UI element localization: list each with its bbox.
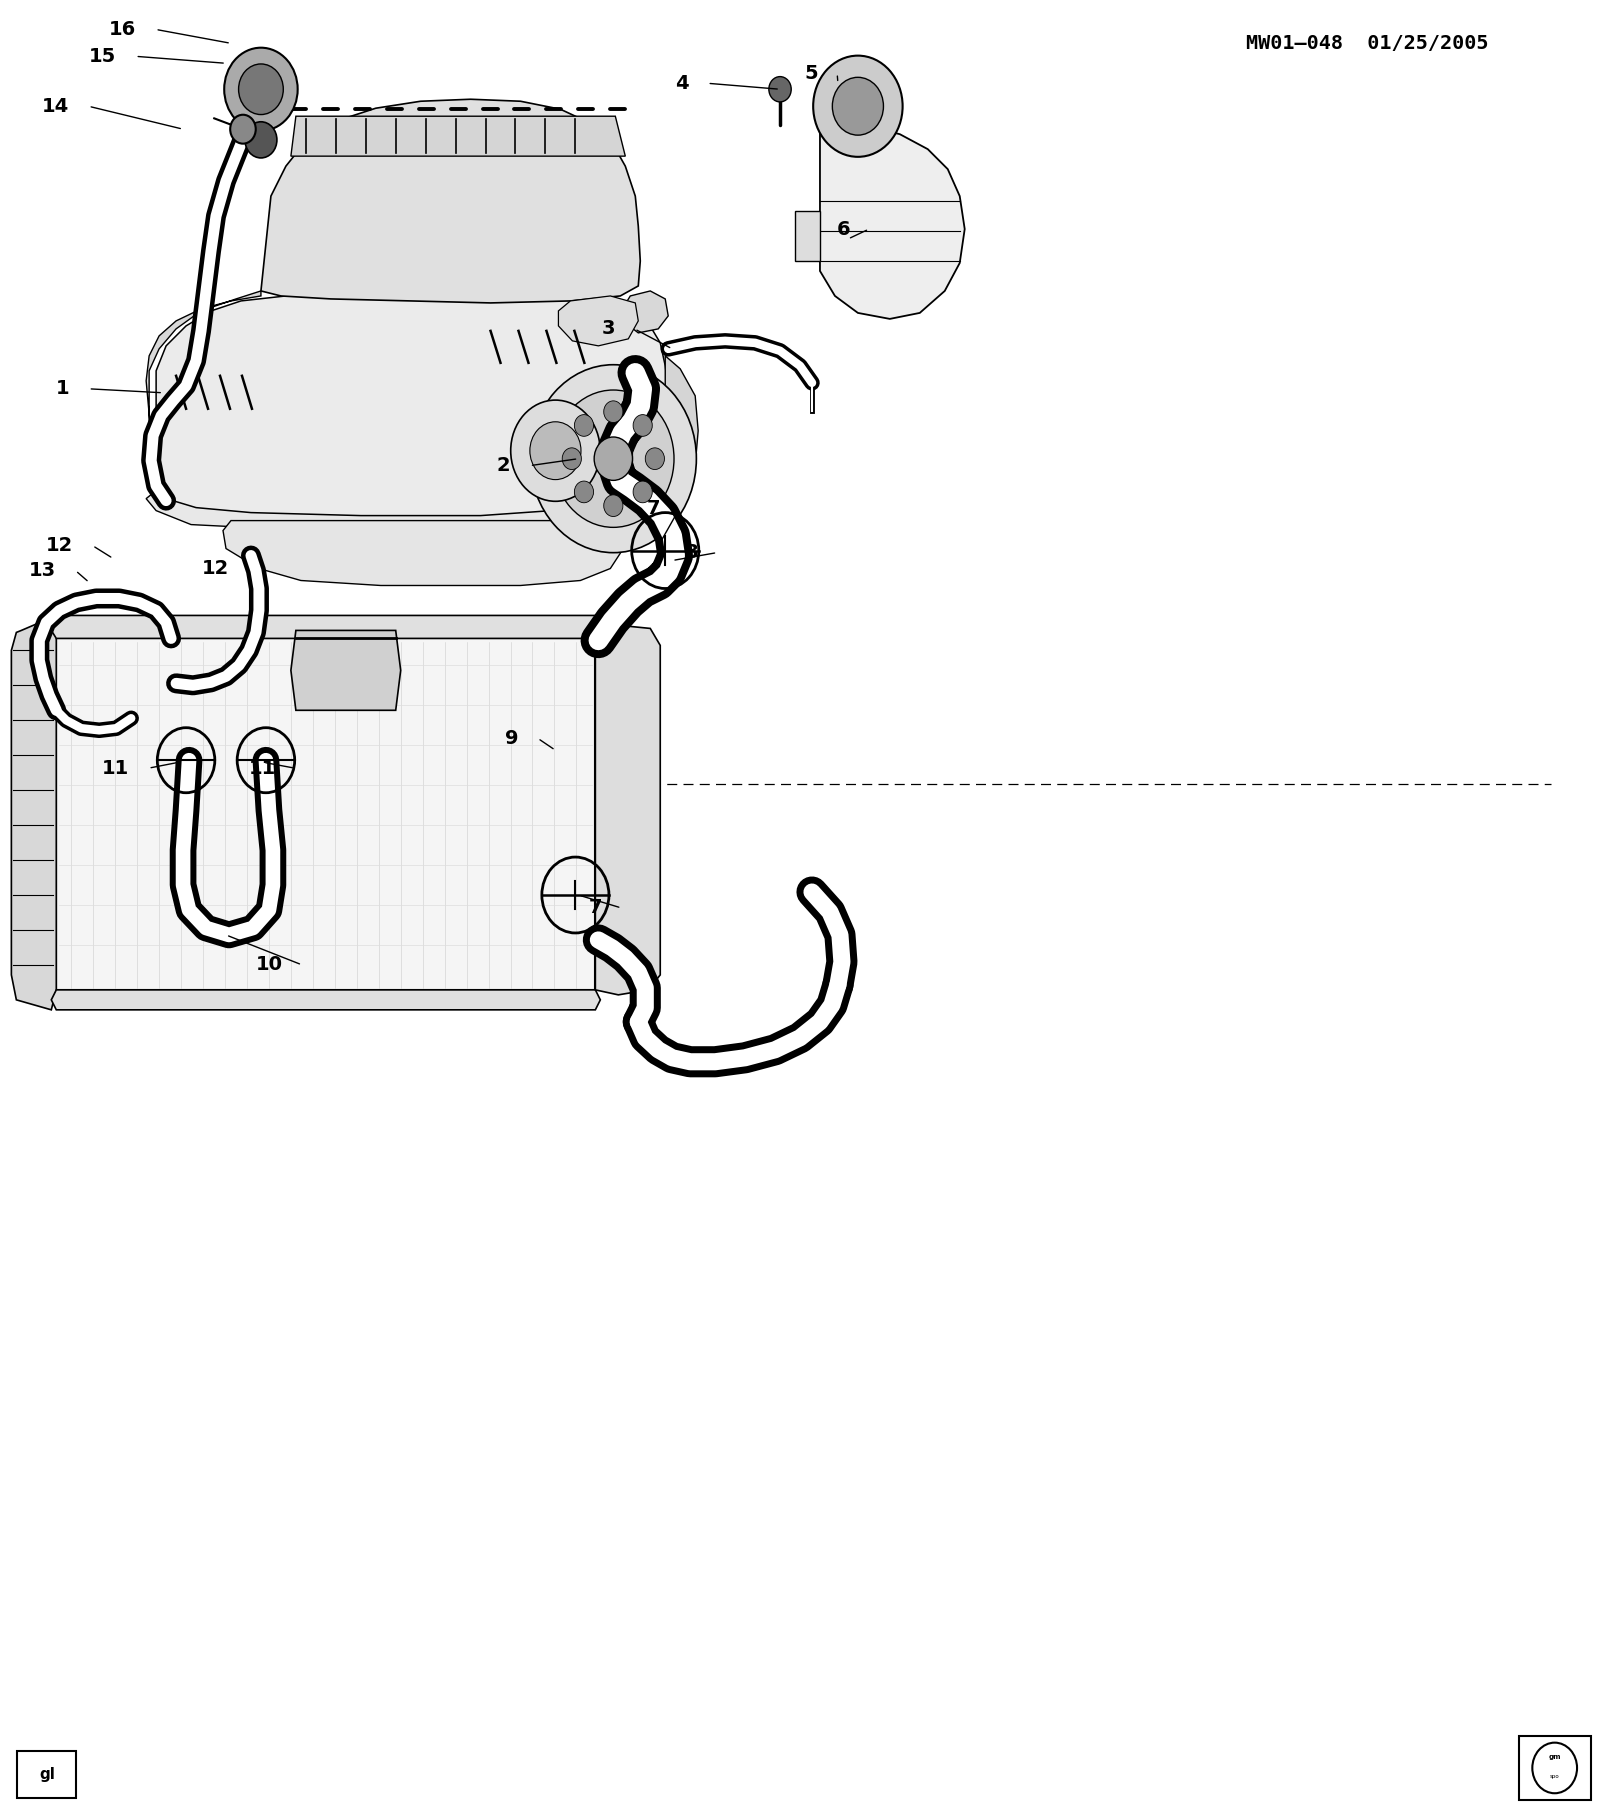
Polygon shape [261,100,640,302]
Polygon shape [146,438,680,529]
Text: 8: 8 [685,543,698,563]
Polygon shape [146,291,261,491]
Circle shape [574,481,594,503]
Circle shape [224,47,298,130]
Circle shape [562,447,581,469]
Polygon shape [51,990,600,1010]
Circle shape [645,447,664,469]
Text: MW01–048  01/25/2005: MW01–048 01/25/2005 [1246,34,1488,52]
Text: 15: 15 [90,47,117,65]
Circle shape [574,414,594,436]
Polygon shape [157,291,669,516]
Text: 3: 3 [602,319,616,338]
Circle shape [634,414,653,436]
Circle shape [770,76,792,101]
Polygon shape [795,212,819,261]
Text: 9: 9 [506,729,518,748]
Circle shape [813,56,902,157]
Polygon shape [291,630,400,710]
Circle shape [603,494,622,516]
Text: 12: 12 [202,559,229,577]
Circle shape [230,114,256,143]
Text: 11: 11 [102,758,130,778]
Polygon shape [56,639,595,990]
Text: 4: 4 [675,74,688,92]
Circle shape [832,78,883,136]
FancyBboxPatch shape [1518,1736,1590,1799]
Polygon shape [51,615,600,639]
Text: 12: 12 [46,536,74,556]
Polygon shape [819,119,965,319]
Text: gl: gl [38,1767,54,1781]
Polygon shape [595,626,661,996]
Circle shape [245,121,277,157]
Text: 6: 6 [837,219,850,239]
FancyBboxPatch shape [18,1750,77,1797]
Circle shape [510,400,600,501]
Text: 11: 11 [248,758,275,778]
Text: 10: 10 [256,956,283,974]
Polygon shape [291,116,626,156]
Circle shape [530,422,581,480]
Circle shape [603,400,622,422]
Text: gm: gm [1549,1754,1562,1759]
Text: 7: 7 [589,898,602,918]
Text: 14: 14 [42,96,69,116]
Polygon shape [661,357,698,509]
Circle shape [634,481,653,503]
Text: 16: 16 [109,20,136,38]
Polygon shape [558,297,638,346]
Text: spo: spo [1550,1774,1560,1779]
Circle shape [552,389,674,527]
Polygon shape [622,291,669,333]
Text: 7: 7 [646,500,661,518]
Circle shape [238,63,283,114]
Circle shape [530,364,696,552]
Polygon shape [222,521,626,585]
Text: 5: 5 [805,63,818,83]
Circle shape [594,436,632,480]
Text: 2: 2 [498,456,510,476]
Text: 1: 1 [56,380,69,398]
Text: 13: 13 [29,561,56,579]
Polygon shape [11,615,56,1010]
